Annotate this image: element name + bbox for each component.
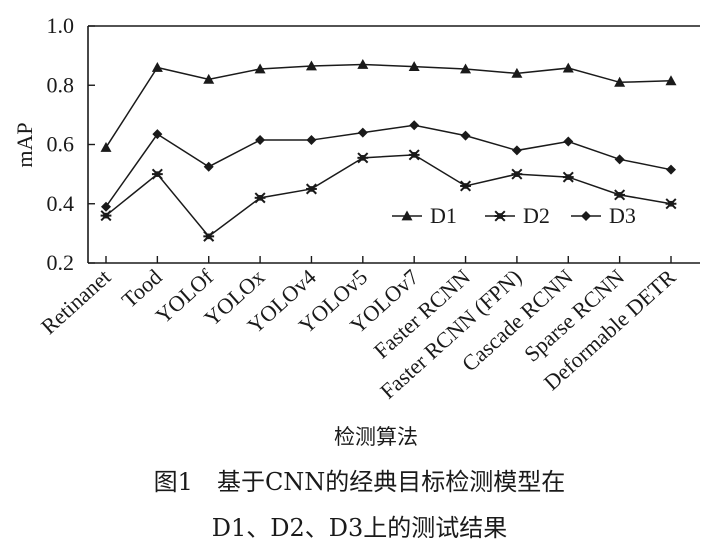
- data-point-triangle: [357, 59, 369, 69]
- legend-label: D3: [609, 203, 636, 228]
- data-point-diamond: [511, 145, 522, 156]
- legend-entry-d2: D2: [485, 203, 550, 228]
- series-line-d1: [105, 63, 672, 148]
- y-tick-label: 0.6: [47, 132, 75, 157]
- data-point-asterisk: [100, 210, 112, 222]
- data-point-asterisk: [357, 152, 369, 164]
- x-axis-label: 检测算法: [334, 425, 418, 449]
- legend-entry-d1: D1: [392, 203, 457, 228]
- data-point-diamond: [255, 135, 266, 146]
- data-point-triangle: [408, 61, 420, 71]
- y-tick-label: 0.8: [47, 72, 75, 97]
- asterisk-core: [257, 195, 263, 201]
- data-point-triangle: [254, 63, 266, 74]
- legend-label: D2: [523, 203, 550, 228]
- data-point-triangle: [614, 76, 626, 87]
- asterisk-core: [205, 233, 212, 240]
- data-point-triangle: [305, 60, 317, 71]
- asterisk-core: [103, 212, 109, 219]
- asterisk-core: [497, 213, 503, 219]
- figure-caption-line-2: D1、D2、D3上的测试结果: [211, 514, 508, 542]
- data-point-asterisk: [562, 171, 574, 183]
- data-point-diamond: [152, 129, 163, 140]
- data-point-diamond: [563, 136, 574, 147]
- data-point-asterisk: [511, 168, 523, 180]
- asterisk-core: [616, 192, 623, 198]
- series-line-d2: [105, 154, 672, 238]
- data-point-diamond: [666, 164, 676, 175]
- asterisk-core: [411, 152, 417, 158]
- data-point-asterisk: [494, 210, 506, 222]
- series-d1: [100, 59, 677, 152]
- y-tick-label: 1.0: [47, 13, 75, 38]
- legend-label: D1: [430, 203, 457, 228]
- figure-caption-line-1: 图1 基于CNN的经典目标检测模型在: [153, 468, 566, 496]
- series-line-d3: [105, 124, 672, 208]
- asterisk-core: [462, 183, 469, 189]
- data-point-triangle: [511, 67, 523, 78]
- asterisk-core: [514, 171, 520, 177]
- data-point-asterisk: [665, 198, 677, 210]
- data-point-diamond: [101, 201, 111, 212]
- data-point-asterisk: [151, 168, 163, 180]
- y-axis-label: mAP: [12, 122, 37, 167]
- data-point-triangle: [401, 210, 413, 221]
- data-point-triangle: [151, 61, 163, 72]
- data-point-triangle: [203, 73, 215, 84]
- data-point-asterisk: [460, 180, 472, 192]
- x-tick-label: Retinanet: [36, 264, 115, 339]
- data-point-diamond: [357, 127, 368, 138]
- asterisk-core: [154, 171, 161, 177]
- asterisk-core: [308, 186, 315, 192]
- y-tick-label: 0.2: [47, 250, 75, 275]
- data-point-asterisk: [408, 149, 420, 161]
- series-d3: [101, 120, 676, 212]
- asterisk-core: [668, 200, 674, 207]
- data-point-asterisk: [614, 189, 626, 201]
- series-layer: [100, 59, 677, 242]
- data-point-asterisk: [305, 183, 317, 195]
- data-point-diamond: [614, 154, 625, 165]
- asterisk-core: [360, 155, 366, 161]
- data-point-triangle: [100, 141, 112, 152]
- data-point-diamond: [203, 161, 214, 172]
- data-point-triangle: [562, 62, 574, 73]
- series-d2: [100, 149, 677, 242]
- data-point-diamond: [581, 211, 591, 221]
- y-tick-label: 0.4: [47, 191, 75, 216]
- data-point-diamond: [460, 130, 471, 141]
- data-point-triangle: [460, 63, 472, 74]
- data-point-diamond: [306, 135, 317, 146]
- data-point-diamond: [409, 120, 420, 131]
- data-point-triangle: [665, 75, 677, 86]
- asterisk-core: [565, 174, 572, 180]
- legend: D1 D2 D3: [392, 203, 636, 228]
- legend-entry-d3: D3: [571, 203, 636, 228]
- data-point-asterisk: [203, 230, 215, 242]
- data-point-asterisk: [254, 192, 266, 204]
